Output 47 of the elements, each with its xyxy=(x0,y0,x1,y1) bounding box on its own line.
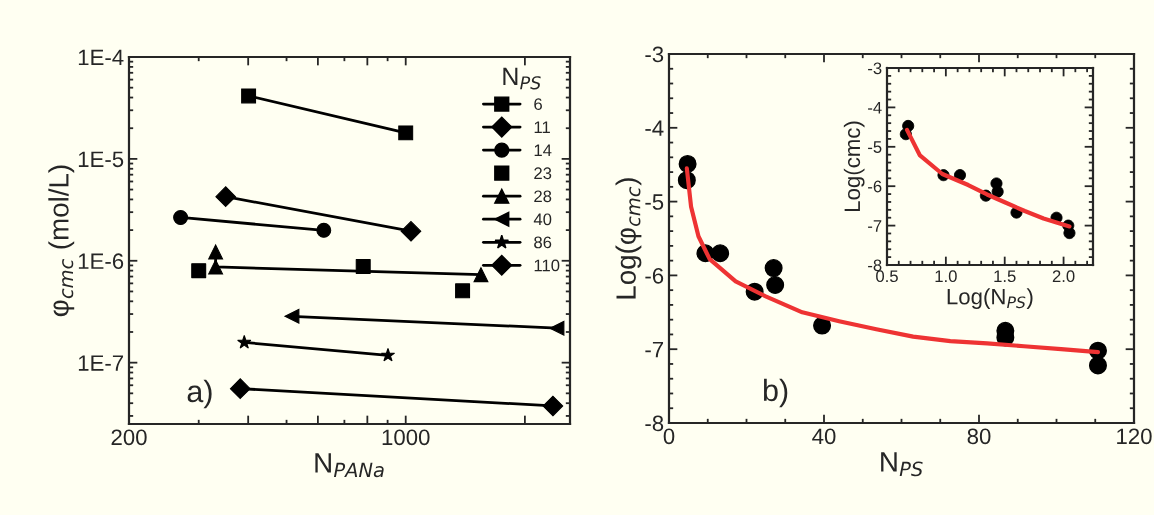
y-tick-label: -4 xyxy=(868,101,882,114)
legend-label: 110 xyxy=(534,259,560,272)
x-tick-label: 120 xyxy=(1117,428,1152,445)
point xyxy=(766,275,785,294)
y-tick-label: -5 xyxy=(868,141,882,153)
x-axis-title: N$_{PANa}$ xyxy=(315,453,384,478)
y-tick-label: -8 xyxy=(645,415,664,432)
y-tick-label: 1E-4 xyxy=(78,49,124,66)
y-tick-label: -3 xyxy=(645,46,664,63)
y-axis-title: Log(φ$_{cmc}$) xyxy=(615,178,642,299)
y-tick-label: -7 xyxy=(645,341,664,358)
x-tick-label: 0 xyxy=(663,428,675,445)
legend-label: 23 xyxy=(534,167,552,180)
legend-label: 86 xyxy=(534,236,552,249)
x-tick-label: 1.0 xyxy=(935,270,957,283)
legend-label: 6 xyxy=(534,98,542,111)
legend-title: N$_{PS}$ xyxy=(503,67,541,90)
y-tick-label: 1E-5 xyxy=(78,151,124,168)
y-tick-label: 1E-7 xyxy=(78,355,124,371)
point xyxy=(1088,356,1107,375)
y-tick-label: -6 xyxy=(645,267,664,284)
x-tick-label: 1.5 xyxy=(994,270,1016,283)
x-tick-label: 200 xyxy=(111,429,147,446)
legend-label: 11 xyxy=(534,121,550,133)
y-tick-label: -7 xyxy=(868,220,882,232)
y-axis-title: Log(cmc) xyxy=(843,121,865,211)
annotation: b) xyxy=(763,378,788,408)
legend-label: 28 xyxy=(534,190,552,203)
y-tick-label: 1E-6 xyxy=(78,253,124,270)
y-tick-label: -8 xyxy=(868,259,882,272)
y-tick-label: -5 xyxy=(645,194,664,210)
y-tick-label: -6 xyxy=(868,180,882,193)
annotation: a) xyxy=(187,379,212,409)
x-tick-label: 40 xyxy=(812,428,836,445)
y-tick-label: -4 xyxy=(645,120,664,136)
y-tick-label: -3 xyxy=(868,62,882,75)
legend-label: 14 xyxy=(534,144,552,156)
x-axis-title: N$_{PS}$ xyxy=(881,452,923,477)
x-axis-title: Log(N$_{PS}$) xyxy=(947,288,1033,309)
x-tick-label: 80 xyxy=(967,428,991,445)
point xyxy=(711,244,730,263)
x-tick-label: 0.5 xyxy=(876,270,898,283)
x-tick-label: 1000 xyxy=(382,429,430,446)
point xyxy=(764,259,783,278)
legend-label: 40 xyxy=(533,213,552,226)
y-axis-title: φ$_{cmc}$ (mol/L) xyxy=(48,165,75,317)
x-tick-label: 2.0 xyxy=(1052,270,1075,283)
